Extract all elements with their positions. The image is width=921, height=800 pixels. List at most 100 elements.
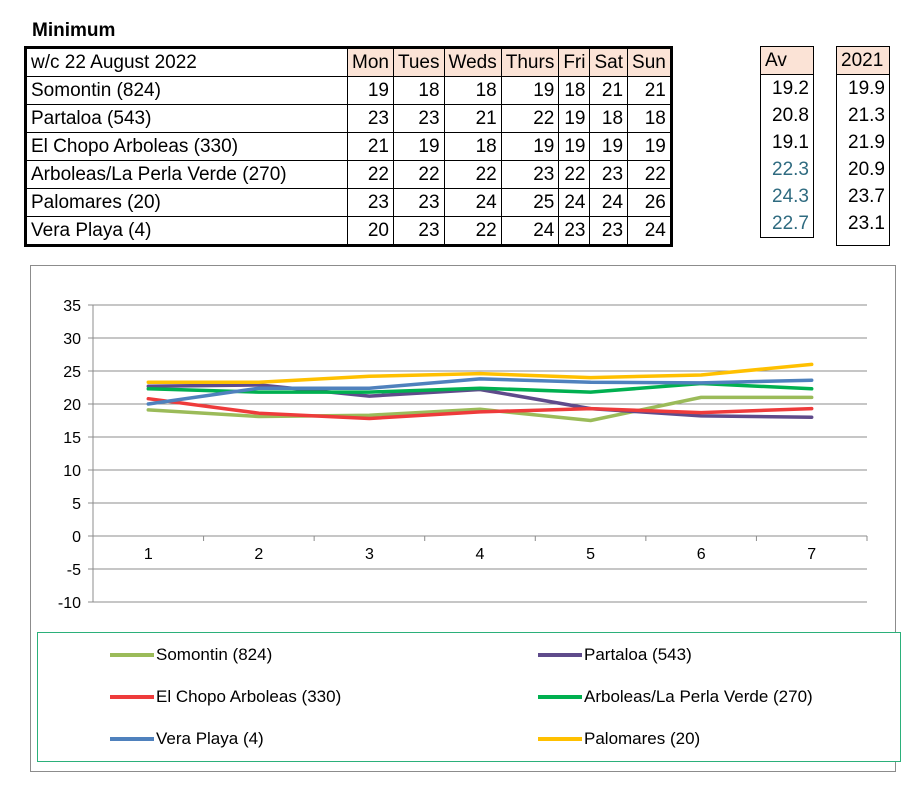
chart-frame <box>30 265 896 772</box>
average-cell: 22.7 <box>760 210 814 238</box>
temperature-cell: 24 <box>558 188 591 217</box>
temperature-cell: 22 <box>500 104 560 133</box>
legend-item: El Chopo Arboleas (330) <box>110 687 341 707</box>
temperature-cell: 23 <box>392 104 445 133</box>
temperature-table: w/c 22 August 2022 Mon Tues Weds Thurs Fri Sat… <box>24 46 673 247</box>
y-tick-label: 35 <box>63 298 81 315</box>
table-row: Partaloa (543) 23 23 21 22 19 18 18 <box>25 104 672 133</box>
table-row: Palomares (20) 23 23 24 25 24 24 26 <box>25 188 672 217</box>
previous-year-cell: 19.9 <box>836 74 890 102</box>
blank-cell <box>836 237 890 246</box>
legend-swatch <box>538 695 582 699</box>
temperature-cell: 23 <box>347 104 394 133</box>
day-header: Tues <box>392 47 445 77</box>
temperature-cell: 22 <box>627 160 672 189</box>
legend-item: Partaloa (543) <box>538 645 692 665</box>
chart-legend: Somontin (824) Partaloa (543) El Chopo Arb… <box>37 632 901 762</box>
x-tick-label: 4 <box>476 546 485 563</box>
legend-label: Arboleas/La Perla Verde (270) <box>584 687 813 706</box>
legend-item: Palomares (20) <box>538 729 700 749</box>
line-chart: 35 30 25 20 15 10 5 0 -5 -10 1 2 3 4 5 6 7 <box>58 298 868 612</box>
average-column: Av 19.2 20.8 19.1 22.3 24.3 22.7 <box>760 46 814 238</box>
legend-label: Vera Playa (4) <box>156 729 264 748</box>
legend-swatch <box>110 695 154 699</box>
table-header-row: w/c 22 August 2022 Mon Tues Weds Thurs Fri Sat… <box>25 47 672 77</box>
legend-item: Somontin (824) <box>110 645 272 665</box>
week-label: w/c 22 August 2022 <box>25 47 348 77</box>
series-line <box>146 377 814 406</box>
legend-item: Arboleas/La Perla Verde (270) <box>538 687 813 707</box>
day-header: Thurs <box>500 47 560 77</box>
temperature-cell: 18 <box>443 132 502 161</box>
temperature-cell: 23 <box>589 216 629 246</box>
x-tick-label: 5 <box>586 546 595 563</box>
previous-year-cell: 23.1 <box>836 210 890 237</box>
y-tick-label: 25 <box>63 364 81 381</box>
temperature-cell: 20 <box>347 216 394 246</box>
x-tick-label: 1 <box>144 546 153 563</box>
table-row: Arboleas/La Perla Verde (270) 22 22 22 23 22 2… <box>25 160 672 189</box>
average-cell: 24.3 <box>760 183 814 210</box>
temperature-cell: 24 <box>443 188 502 217</box>
temperature-cell: 24 <box>589 188 629 217</box>
day-header: Weds <box>443 47 502 77</box>
table-row: Vera Playa (4) 20 23 22 24 23 23 24 <box>25 216 672 246</box>
temperature-cell: 18 <box>589 104 629 133</box>
temperature-cell: 22 <box>443 216 502 246</box>
legend-swatch <box>538 653 582 657</box>
station-name: Palomares (20) <box>25 188 348 217</box>
previous-year-cell: 21.3 <box>836 102 890 129</box>
average-cell: 20.8 <box>760 102 814 129</box>
series-line <box>146 362 814 384</box>
legend-item: Vera Playa (4) <box>110 729 264 749</box>
temperature-cell: 18 <box>627 104 672 133</box>
x-tick-label: 7 <box>807 546 816 563</box>
temperature-cell: 23 <box>500 160 560 189</box>
year-header: 2021 <box>836 46 890 75</box>
temperature-cell: 23 <box>392 216 445 246</box>
legend-label: Partaloa (543) <box>584 645 692 664</box>
temperature-cell: 24 <box>500 216 560 246</box>
temperature-cell: 23 <box>347 188 394 217</box>
temperature-cell: 22 <box>443 160 502 189</box>
x-tick-label: 6 <box>697 546 706 563</box>
y-tick-label: -5 <box>67 562 81 579</box>
legend-label: El Chopo Arboleas (330) <box>156 687 342 706</box>
temperature-cell: 26 <box>627 188 672 217</box>
temperature-cell: 18 <box>443 76 502 105</box>
temperature-cell: 19 <box>500 76 560 105</box>
temperature-cell: 23 <box>392 188 445 217</box>
station-name: Vera Playa (4) <box>25 216 348 246</box>
average-cell: 19.1 <box>760 129 814 156</box>
temperature-cell: 23 <box>589 160 629 189</box>
average-cell: 19.2 <box>760 74 814 102</box>
y-tick-label: 15 <box>63 430 81 447</box>
temperature-cell: 22 <box>347 160 394 189</box>
day-header: Fri <box>558 47 591 77</box>
table-row: El Chopo Arboleas (330) 21 19 18 19 19 19 19 <box>25 132 672 161</box>
temperature-cell: 22 <box>392 160 445 189</box>
previous-year-cell: 20.9 <box>836 156 890 183</box>
temperature-cell: 23 <box>558 216 591 246</box>
temperature-cell: 19 <box>347 76 394 105</box>
y-tick-label: 30 <box>63 331 81 348</box>
temperature-cell: 21 <box>443 104 502 133</box>
x-tick-label: 2 <box>254 546 263 563</box>
temperature-cell: 19 <box>500 132 560 161</box>
series-line <box>146 395 814 423</box>
legend-swatch <box>538 737 582 741</box>
table-row: Somontin (824) 19 18 18 19 18 21 21 <box>25 76 672 105</box>
temperature-cell: 21 <box>347 132 394 161</box>
y-tick-label: 10 <box>63 463 81 480</box>
temperature-cell: 18 <box>558 76 591 105</box>
temperature-cell: 19 <box>589 132 629 161</box>
x-tick-label: 3 <box>365 546 374 563</box>
temperature-cell: 19 <box>392 132 445 161</box>
day-header: Sun <box>627 47 672 77</box>
station-name: Somontin (824) <box>25 76 348 105</box>
temperature-cell: 18 <box>392 76 445 105</box>
temperature-cell: 19 <box>627 132 672 161</box>
day-header: Mon <box>347 47 394 77</box>
temperature-cell: 19 <box>558 104 591 133</box>
y-tick-label: 20 <box>63 397 81 414</box>
